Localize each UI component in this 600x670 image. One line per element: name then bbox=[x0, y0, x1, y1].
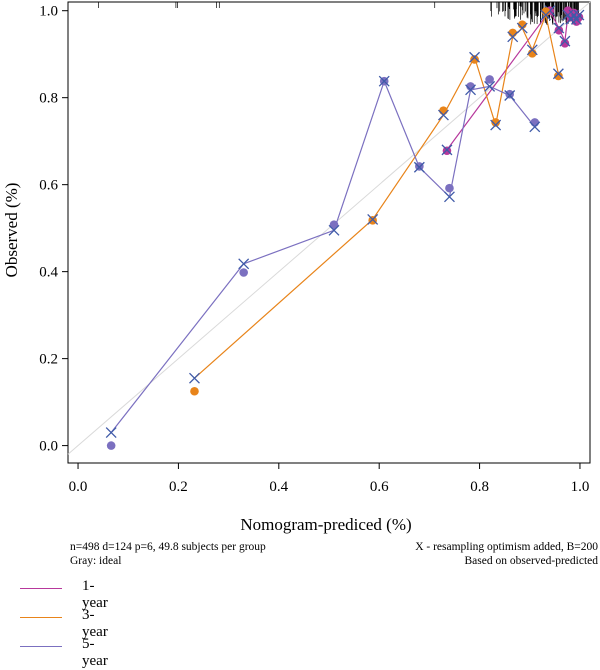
corrected-cross-5-year bbox=[413, 161, 425, 173]
x-tick-label: 0.2 bbox=[169, 479, 188, 495]
x-tick-label: 1.0 bbox=[571, 479, 590, 495]
y-tick-label: 0.8 bbox=[39, 91, 58, 107]
series-5-year bbox=[105, 75, 541, 450]
corrected-cross-1-year bbox=[553, 22, 565, 34]
corrected-cross-3-year bbox=[526, 44, 538, 56]
apparent-point-3-year bbox=[470, 55, 479, 64]
apparent-point-3-year bbox=[439, 106, 448, 116]
corrected-cross-5-year bbox=[529, 121, 541, 133]
apparent-point-1-year bbox=[554, 25, 564, 35]
corrected-cross-5-year bbox=[105, 427, 117, 439]
corrected-cross-5-year bbox=[484, 80, 496, 92]
y-tick-label: 0.0 bbox=[39, 439, 58, 455]
apparent-point-3-year bbox=[491, 118, 500, 127]
corrected-cross-1-year bbox=[559, 35, 571, 47]
apparent-point-5-year bbox=[329, 220, 339, 229]
corrected-cross-5-year bbox=[238, 258, 250, 270]
corrected-cross-3-year bbox=[516, 22, 528, 34]
corrected-cross-3-year bbox=[540, 9, 552, 21]
y-tick-label: 1.0 bbox=[39, 4, 58, 20]
corrected-cross-3-year bbox=[437, 109, 449, 121]
apparent-point-3-year bbox=[554, 71, 563, 81]
legend-label-3-year: 3-year bbox=[82, 607, 108, 640]
legend-label-5-year: 5-year bbox=[82, 636, 108, 669]
corrected-cross-3-year bbox=[189, 372, 200, 384]
footnote-left-1: n=498 d=124 p=6, 49.8 subjects per group bbox=[70, 541, 266, 553]
corrected-cross-3-year bbox=[490, 119, 502, 131]
x-tick-label: 0.6 bbox=[370, 479, 389, 495]
x-tick-label: 0.8 bbox=[470, 479, 489, 495]
corrected-cross-3-year bbox=[367, 213, 379, 225]
footnote-left-2: Gray: ideal bbox=[70, 555, 122, 567]
apparent-point-5-year bbox=[505, 89, 514, 99]
ideal-line-layer bbox=[67, 1, 591, 455]
plot-frame bbox=[67, 1, 591, 464]
calibration-chart: 0.0 0.2 0.4 0.6 0.8 1.0 0.0 0.2 0.4 0.6 0.8 1.0 Nom… bbox=[2, 1, 591, 534]
footnote-right-2: Based on observed-predicted bbox=[464, 555, 598, 567]
apparent-point-5-year bbox=[106, 441, 116, 450]
x-axis-title: Nomogram-prediced (%) bbox=[240, 515, 411, 534]
x-tick-label: 0.4 bbox=[269, 479, 288, 495]
corrected-cross-1-year bbox=[573, 9, 585, 21]
legend-swatch-5-year bbox=[20, 646, 62, 647]
legend-label-1-year: 1-year bbox=[82, 578, 108, 611]
apparent-point-5-year bbox=[239, 268, 248, 277]
legend-swatch-1-year bbox=[20, 588, 62, 589]
apparent-point-3-year bbox=[190, 386, 199, 396]
series-layer bbox=[105, 5, 585, 450]
corrected-cross-5-year bbox=[504, 90, 516, 101]
y-tick-label: 0.4 bbox=[39, 265, 58, 281]
legend-swatch-3-year bbox=[20, 617, 62, 618]
apparent-point-5-year bbox=[485, 75, 494, 84]
plot-border bbox=[67, 1, 591, 464]
corrected-cross-5-year bbox=[378, 75, 390, 87]
apparent-point-5-year bbox=[530, 118, 540, 127]
footnote-right-1: X - resampling optimism added, B=200 bbox=[415, 541, 598, 553]
ideal-line bbox=[67, 1, 591, 455]
corrected-cross-1-year bbox=[441, 144, 453, 156]
apparent-point-5-year bbox=[445, 183, 454, 193]
axes-layer: 0.0 0.2 0.4 0.6 0.8 1.0 0.0 0.2 0.4 0.6 0.8 1.0 bbox=[39, 4, 589, 495]
corrected-cross-3-year bbox=[552, 68, 564, 80]
corrected-cross-3-year bbox=[507, 31, 519, 43]
corrected-cross-5-year bbox=[328, 224, 340, 236]
series-1-year bbox=[441, 5, 585, 156]
series-line-5-year bbox=[110, 79, 536, 433]
apparent-point-1-year bbox=[560, 39, 570, 48]
series-line-3-year bbox=[194, 12, 559, 379]
corrected-cross-5-year bbox=[465, 84, 477, 96]
y-tick-label: 0.2 bbox=[39, 352, 58, 368]
series-3-year bbox=[189, 7, 564, 396]
y-tick-label: 0.6 bbox=[39, 178, 58, 194]
rug-layer bbox=[98, 2, 579, 25]
corrected-cross-5-year bbox=[444, 191, 455, 203]
x-tick-label: 0.0 bbox=[69, 479, 88, 495]
y-axis-title: Observed (%) bbox=[2, 183, 21, 278]
corrected-cross-3-year bbox=[469, 51, 481, 63]
